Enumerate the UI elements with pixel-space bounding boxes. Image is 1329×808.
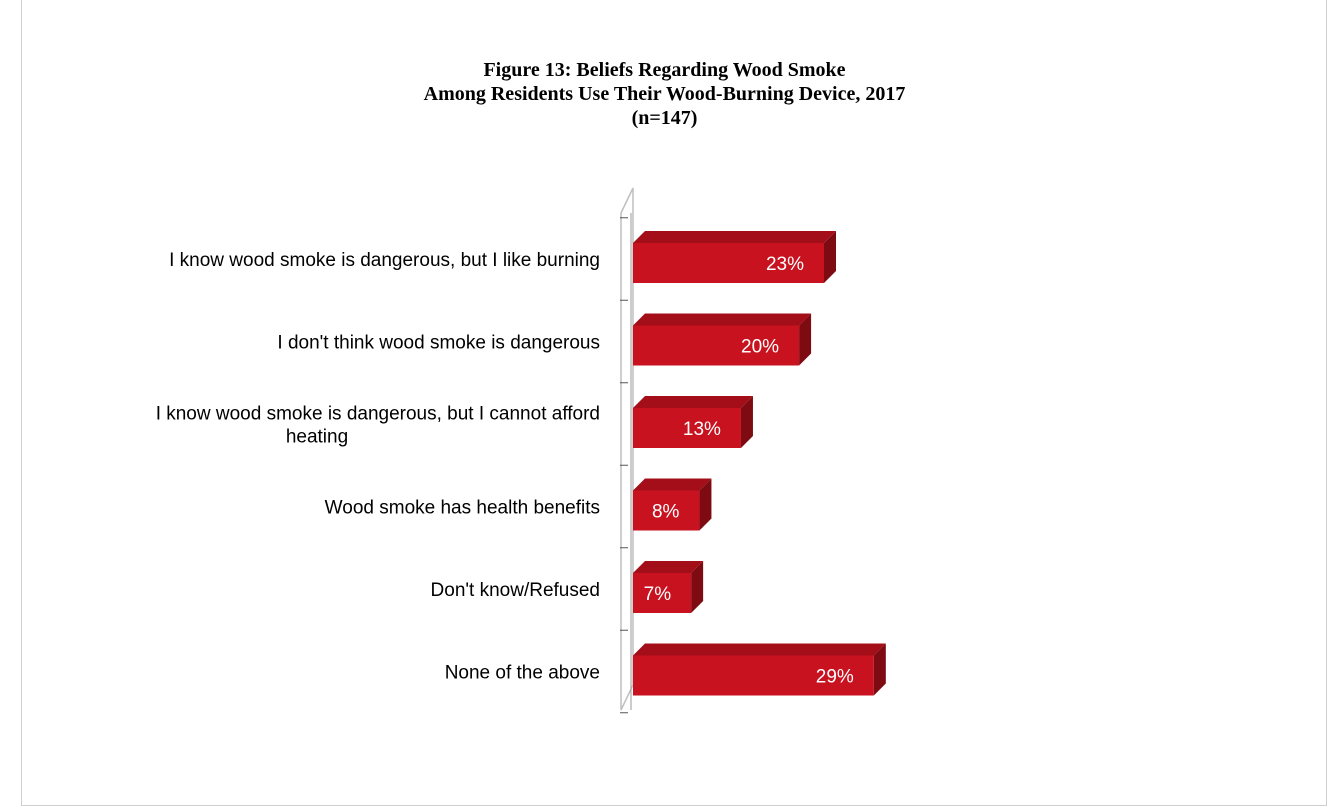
bar [633, 325, 800, 366]
data-label: 20% [741, 337, 779, 358]
data-label: 23% [766, 254, 804, 275]
bar [633, 243, 824, 283]
category-label: Wood smoke has health benefits [325, 498, 600, 519]
bar-side-face [799, 313, 812, 366]
data-label: 13% [683, 419, 721, 440]
chart-sample-note: (n=147) [631, 107, 698, 129]
category-label: None of the above [445, 663, 600, 684]
category-label: I don't think wood smoke is dangerous [277, 333, 600, 354]
bar [633, 655, 874, 696]
bar-side-face [873, 643, 886, 696]
bar-top-face [633, 561, 704, 573]
data-label: 29% [816, 667, 854, 688]
bar [633, 490, 700, 531]
bar-side-face [691, 561, 704, 613]
bar-side-face [740, 396, 753, 448]
chart-title: Figure 13: Beliefs Regarding Wood Smoke [483, 59, 846, 81]
bar-side-face [699, 478, 712, 531]
category-label: heating [286, 427, 348, 448]
bar-top-face [633, 643, 886, 656]
bar-side-face [824, 231, 836, 283]
data-label: 8% [652, 502, 680, 523]
bar [633, 408, 741, 448]
bar-top-face [633, 231, 836, 243]
category-label: I know wood smoke is dangerous, but I ca… [156, 404, 600, 425]
bar-top-face [633, 478, 712, 491]
chart-title-block: Figure 13: Beliefs Regarding Wood Smoke … [0, 58, 1329, 130]
bar-top-face [633, 313, 812, 326]
bar [633, 573, 692, 613]
chart-subtitle: Among Residents Use Their Wood-Burning D… [423, 83, 906, 105]
category-label: Don't know/Refused [431, 580, 600, 601]
data-label: 7% [644, 584, 672, 605]
category-label: I know wood smoke is dangerous, but I li… [169, 250, 600, 271]
bar-top-face [633, 396, 753, 408]
